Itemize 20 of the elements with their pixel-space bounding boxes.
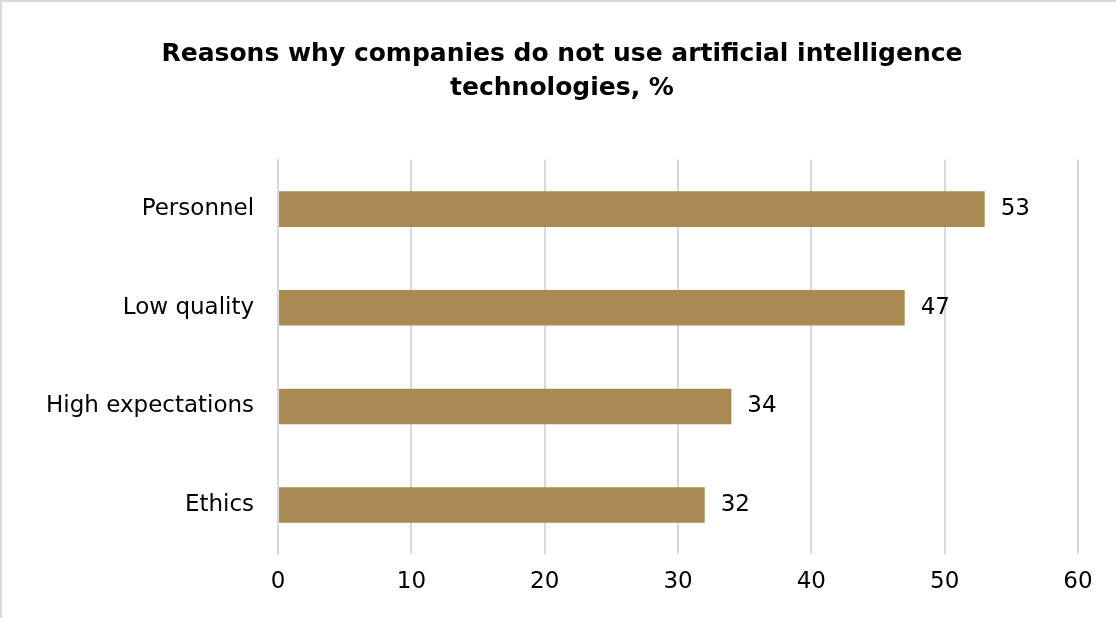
y-tick-label: Ethics	[184, 490, 255, 517]
x-tick-label: 60	[1063, 567, 1093, 594]
bar	[279, 191, 985, 227]
bar	[279, 290, 905, 326]
x-tick-label: 10	[396, 567, 427, 594]
data-label: 47	[920, 292, 950, 319]
y-tick-label: Low quality	[122, 292, 255, 319]
data-label: 34	[747, 391, 777, 418]
y-tick-label: High expectations	[46, 391, 255, 418]
x-tick-label: 40	[796, 567, 826, 594]
data-label: 53	[1000, 194, 1030, 221]
x-tick-label: 30	[663, 567, 693, 594]
y-tick-label: Personnel	[141, 194, 255, 221]
x-tick-label: 50	[930, 567, 960, 594]
data-label: 32	[720, 490, 750, 517]
bar	[279, 487, 705, 523]
x-tick-label: 0	[270, 567, 286, 594]
x-tick-label: 20	[530, 567, 560, 594]
chart-title: Reasons why companies do not use artificial intelligence technologies, %	[160, 37, 964, 103]
bar	[279, 388, 732, 425]
